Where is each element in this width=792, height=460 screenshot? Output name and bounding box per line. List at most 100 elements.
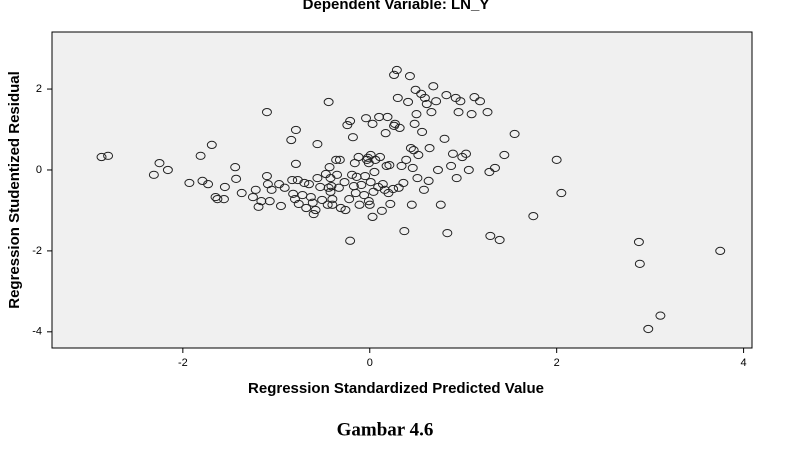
point (367, 119, 378, 128)
point (485, 231, 496, 241)
point (451, 173, 462, 183)
point (404, 72, 415, 81)
point (184, 178, 195, 188)
y-tick-label: 2 (36, 83, 42, 95)
point (305, 192, 316, 202)
point (247, 192, 258, 202)
point (332, 170, 343, 179)
point (374, 112, 385, 122)
point (426, 108, 437, 117)
point (441, 91, 452, 100)
point (275, 201, 286, 211)
point (446, 161, 457, 171)
x-tick-label: 4 (741, 357, 747, 369)
point (392, 93, 403, 103)
point (339, 178, 350, 187)
point (412, 173, 423, 183)
point (423, 176, 434, 185)
y-tick-label: 0 (36, 164, 42, 176)
point (256, 197, 267, 206)
point (633, 237, 644, 247)
point (489, 163, 500, 173)
point (250, 185, 261, 194)
point (289, 195, 300, 204)
point (421, 99, 432, 109)
point (407, 163, 418, 173)
point (286, 135, 297, 145)
point (419, 93, 430, 103)
point (261, 108, 272, 117)
y-axis-title: Regression Studentized Residual (6, 71, 23, 309)
point (312, 139, 323, 149)
point (455, 97, 466, 106)
point (428, 82, 439, 91)
point (323, 183, 334, 192)
point (230, 163, 241, 172)
point (384, 161, 395, 170)
point (447, 149, 458, 158)
point (406, 200, 417, 209)
point (345, 116, 356, 126)
point (399, 226, 410, 236)
point (347, 133, 358, 142)
point (327, 195, 338, 204)
point (389, 70, 400, 79)
point (466, 110, 477, 119)
point (413, 150, 424, 160)
point (231, 174, 242, 183)
point (362, 153, 373, 162)
point (432, 165, 443, 175)
point (469, 93, 480, 102)
chart-title: Dependent Variable: LN_Y (303, 0, 490, 13)
point (331, 155, 342, 164)
point (442, 228, 453, 238)
point (96, 152, 107, 162)
point (388, 184, 399, 194)
point (342, 120, 353, 130)
point (333, 183, 344, 192)
point (453, 108, 464, 117)
x-axis-title: Regression Standardized Predicted Value (248, 380, 544, 397)
point (236, 188, 247, 198)
point (364, 200, 375, 209)
point (307, 198, 318, 207)
point (253, 202, 264, 211)
point (203, 180, 214, 189)
point (509, 129, 520, 139)
point (361, 114, 372, 123)
point (528, 211, 539, 221)
point (324, 163, 335, 172)
point (308, 209, 319, 219)
point (218, 195, 229, 204)
point (475, 97, 486, 106)
point (394, 123, 405, 132)
point (643, 324, 654, 334)
point (315, 182, 326, 192)
point (410, 85, 421, 94)
point (439, 134, 450, 143)
point (206, 140, 217, 149)
point (322, 200, 333, 209)
point (148, 170, 159, 179)
point (301, 203, 312, 213)
y-tick-label: -4 (32, 326, 42, 338)
point (344, 195, 355, 204)
point (417, 127, 428, 137)
point (365, 178, 376, 187)
point (195, 151, 206, 160)
point (290, 125, 301, 135)
point (351, 172, 362, 181)
point (310, 205, 321, 215)
point (363, 197, 374, 206)
point (715, 246, 726, 255)
y-tick-label: -2 (32, 245, 42, 257)
point (396, 161, 407, 171)
point (551, 155, 562, 164)
point (411, 110, 422, 119)
point (556, 188, 567, 198)
point (634, 259, 645, 268)
point (354, 200, 365, 209)
point (382, 112, 393, 122)
point (461, 149, 472, 158)
